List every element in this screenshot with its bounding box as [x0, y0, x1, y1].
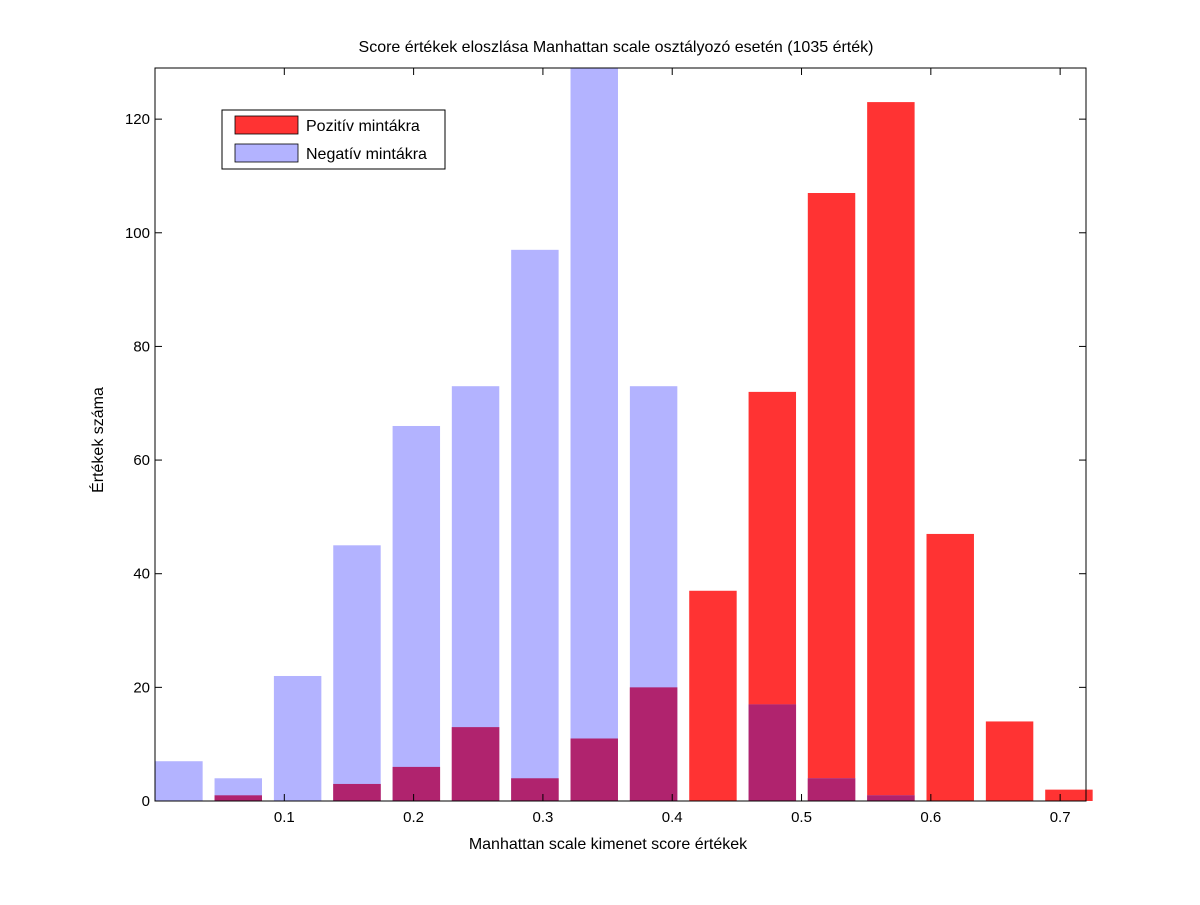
bar-negative-2 [273, 675, 322, 801]
bar-positive-13 [926, 533, 974, 801]
y-tick-label: 20 [133, 679, 150, 696]
y-axis-label: Értékek száma [88, 387, 107, 493]
bar-overlap-8 [629, 687, 678, 801]
bar-overlap-10 [748, 704, 797, 801]
bar-layer [155, 68, 1093, 802]
bar-overlap-12 [867, 795, 915, 801]
bar-overlap-4 [392, 766, 441, 801]
bar-overlap-6 [511, 778, 559, 801]
x-tick-label: 0.6 [920, 809, 941, 826]
x-axis-label: Manhattan scale kimenet score értékek [469, 836, 748, 853]
bar-overlap-7 [570, 738, 618, 801]
x-tick-label: 0.7 [1050, 809, 1071, 826]
y-tick-label: 100 [125, 225, 150, 242]
plot-frame [154, 67, 1087, 802]
legend-label-positive: Pozitív mintákra [306, 118, 420, 135]
bar-positive-15 [1045, 789, 1093, 801]
x-tick-label: 0.4 [662, 809, 683, 826]
x-tick-label: 0.5 [791, 809, 812, 826]
tick-layer: 0.1 0.2 0.3 0.4 0.5 0.6 0.7 0 20 40 60 80 100 120 [125, 68, 1086, 826]
legend-swatch-negative [234, 143, 299, 163]
x-tick-label: 0.3 [532, 809, 553, 826]
y-tick-label: 120 [125, 111, 150, 128]
bar-negative-0 [155, 761, 203, 801]
bar-negative-6 [511, 249, 559, 801]
bar-overlap-1 [214, 795, 263, 801]
bar-positive-11 [807, 193, 856, 801]
y-tick-label: 40 [133, 566, 150, 583]
x-tick-label: 0.1 [274, 809, 295, 826]
y-tick-label: 0 [142, 793, 150, 810]
bar-positive-9 [689, 590, 737, 801]
legend-label-negative: Negatív mintákra [306, 146, 427, 163]
legend: Pozitív mintákra Negatív mintákra [221, 109, 446, 170]
bar-overlap-11 [807, 778, 856, 801]
bar-negative-4 [392, 425, 441, 801]
y-tick-label: 80 [133, 338, 150, 355]
bar-negative-7 [570, 68, 618, 801]
bar-positive-12 [867, 102, 915, 802]
legend-swatch-positive [234, 115, 299, 135]
bar-overlap-3 [333, 783, 381, 801]
y-tick-label: 60 [133, 452, 150, 469]
bar-positive-14 [985, 721, 1034, 801]
bar-negative-3 [333, 545, 381, 801]
bar-overlap-5 [451, 727, 500, 801]
x-tick-label: 0.2 [403, 809, 424, 826]
chart-title: Score értékek eloszlása Manhattan scale … [359, 39, 874, 56]
